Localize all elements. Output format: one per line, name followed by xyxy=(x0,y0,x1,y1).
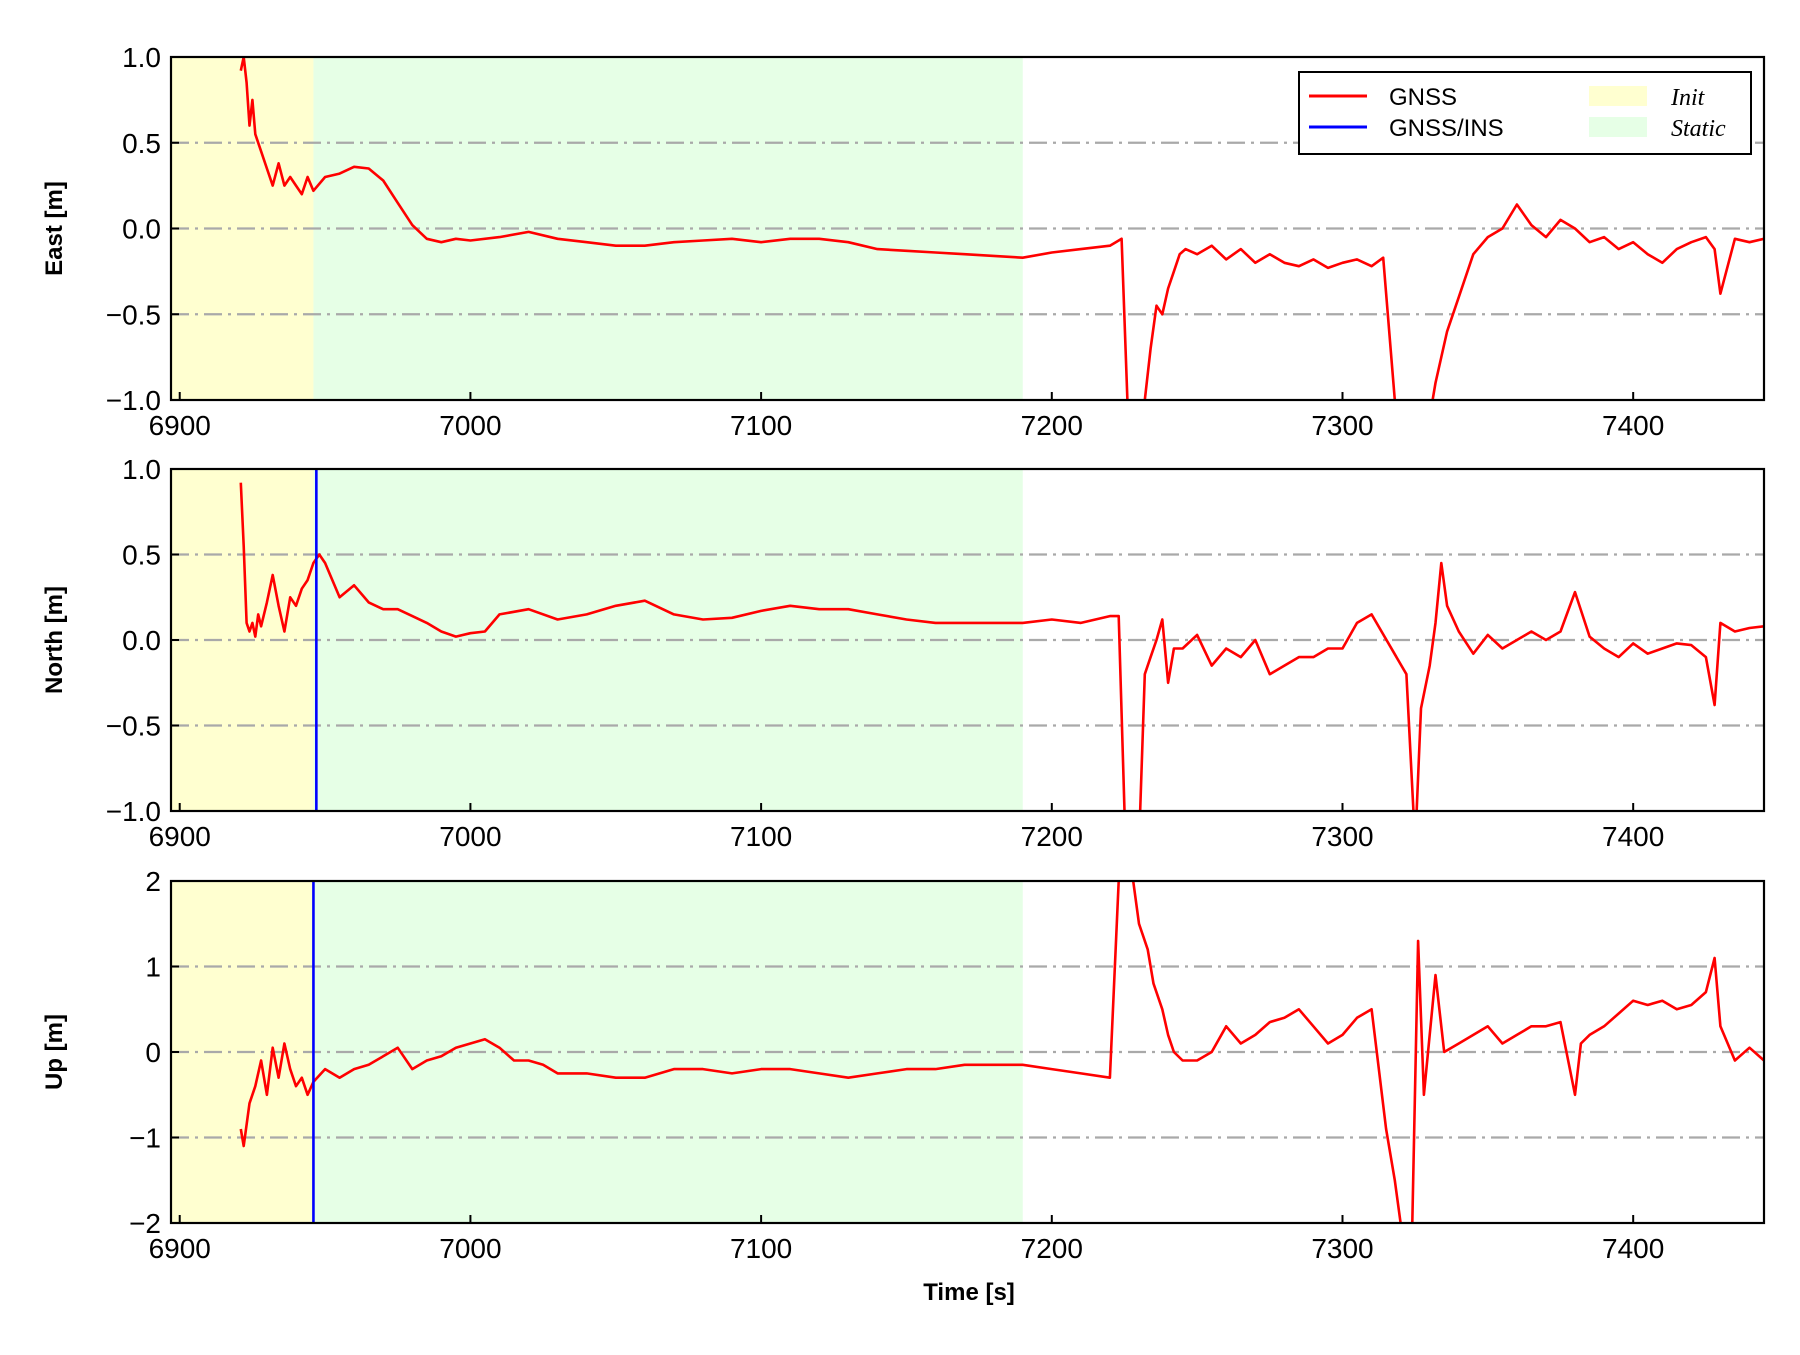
legend-label: GNSS xyxy=(1389,84,1457,111)
y-tick-label: 1 xyxy=(145,952,161,983)
legend-item-gnss: GNSS xyxy=(1309,84,1457,111)
series-line-gnss xyxy=(239,482,1764,811)
x-tick-label: 7100 xyxy=(730,410,792,441)
plot-area xyxy=(171,469,1764,811)
legend-item-static: Static xyxy=(1589,116,1726,142)
x-tick-label: 7000 xyxy=(439,410,501,441)
x-tick-label: 7300 xyxy=(1311,821,1373,852)
y-tick-label: 0.0 xyxy=(122,214,161,245)
y-tick-label: −1 xyxy=(129,1123,161,1154)
x-tick-label: 7100 xyxy=(730,1233,792,1264)
y-tick-label: 1.0 xyxy=(122,42,161,73)
x-tick-label: 7000 xyxy=(439,1233,501,1264)
x-tick-label: 7000 xyxy=(439,821,501,852)
legend-label: GNSS/INS xyxy=(1389,115,1504,142)
y-tick-label: 0.5 xyxy=(122,540,161,571)
x-tick-label: 7200 xyxy=(1021,410,1083,441)
series-line-gnss xyxy=(239,881,1764,1223)
legend-label: Init xyxy=(1670,85,1706,111)
y-tick-label: −1.0 xyxy=(106,385,161,416)
y-tick-label: 0.0 xyxy=(122,625,161,656)
x-tick-label: 6900 xyxy=(149,821,211,852)
y-tick-label: −2 xyxy=(129,1208,161,1239)
x-tick-label: 6900 xyxy=(149,410,211,441)
y-tick-label: 1.0 xyxy=(122,454,161,485)
panel-2: 6900 7000 7100 7200 7300 7400 −2 −1 0 1 2 Up [m] xyxy=(41,866,1766,1264)
legend-swatch xyxy=(1589,117,1647,137)
legend-swatch xyxy=(1589,86,1647,106)
y-tick-label: −0.5 xyxy=(106,711,161,742)
legend: GNSS GNSS/INS Init Static xyxy=(1298,71,1752,155)
panel-1: 6900 7000 7100 7200 7300 7400 −1.0 −0.5 0.0 0.5 1.… xyxy=(41,454,1766,852)
legend-label: Static xyxy=(1671,116,1726,142)
panels-group: 6900 7000 7100 7200 7300 7400 −1.0 −0.5 0.0 0.5 1.… xyxy=(41,42,1766,1264)
x-tick-label: 7300 xyxy=(1311,1233,1373,1264)
legend-box xyxy=(1298,71,1752,155)
legend-item-gnss-ins: GNSS/INS xyxy=(1309,115,1504,142)
y-tick-label: 0.5 xyxy=(122,128,161,159)
x-tick-label: 7200 xyxy=(1021,1233,1083,1264)
panel-0: 6900 7000 7100 7200 7300 7400 −1.0 −0.5 0.0 0.5 1.… xyxy=(41,42,1766,441)
y-tick-label: −0.5 xyxy=(106,299,161,330)
x-axis-label: Time [s] xyxy=(923,1279,1015,1306)
x-tick-label: 7200 xyxy=(1021,821,1083,852)
y-tick-label: −1.0 xyxy=(106,796,161,827)
series-line-gnss xyxy=(239,57,1764,400)
x-tick-label: 7400 xyxy=(1602,1233,1664,1264)
plot-area xyxy=(171,57,1764,400)
plot-area xyxy=(171,881,1764,1223)
y-tick-label: 2 xyxy=(145,866,161,897)
x-tick-label: 7400 xyxy=(1602,821,1664,852)
x-tick-label: 7400 xyxy=(1602,410,1664,441)
legend-item-init: Init xyxy=(1589,85,1706,111)
y-tick-label: 0 xyxy=(145,1037,161,1068)
y-axis-label: East [m] xyxy=(41,181,68,276)
y-axis-label: Up [m] xyxy=(41,1014,68,1090)
x-tick-label: 7100 xyxy=(730,821,792,852)
x-tick-label: 7300 xyxy=(1311,410,1373,441)
y-axis-label: North [m] xyxy=(41,586,68,694)
x-tick-label: 6900 xyxy=(149,1233,211,1264)
